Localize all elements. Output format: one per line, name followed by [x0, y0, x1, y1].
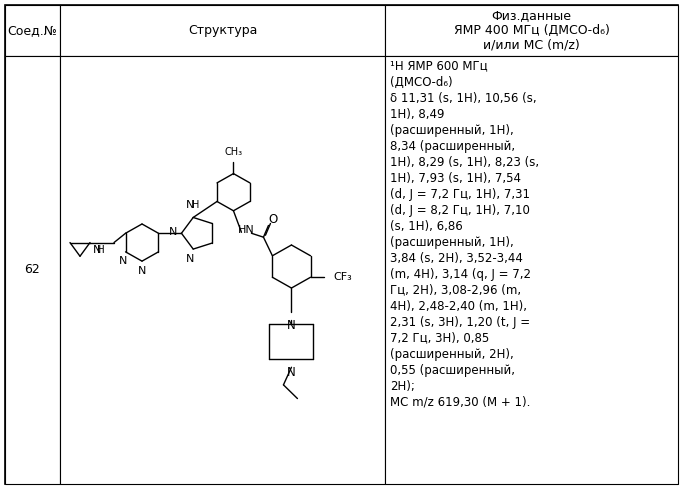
Text: 62: 62	[25, 264, 40, 276]
Bar	[5, 56, 60, 484]
Bar	[385, 56, 678, 484]
Bar	[385, 5, 678, 56]
Text: N: N	[169, 228, 178, 237]
Text: CH₃: CH₃	[225, 147, 242, 157]
Text: N: N	[93, 246, 101, 256]
Text: N: N	[287, 320, 296, 332]
Text: N: N	[120, 256, 128, 266]
Text: O: O	[269, 213, 278, 226]
Text: N: N	[186, 200, 195, 209]
Bar	[60, 5, 385, 56]
Text: HN: HN	[238, 226, 254, 235]
Text: N: N	[186, 254, 195, 264]
Text: N: N	[287, 366, 296, 380]
Text: H: H	[97, 246, 105, 256]
Text: Структура: Структура	[188, 24, 257, 37]
Bar	[60, 56, 385, 484]
Bar	[5, 5, 60, 56]
Text: CF₃: CF₃	[333, 272, 352, 282]
Text: H: H	[191, 200, 199, 209]
Text: Физ.данные
ЯМР 400 МГц (ДМСО-d₆)
и/или МС (m/z): Физ.данные ЯМР 400 МГц (ДМСО-d₆) и/или М…	[454, 9, 609, 52]
Text: ¹H ЯМР 600 МГц
(ДМСО-d₆)
δ 11,31 (s, 1H), 10,56 (s,
1H), 8,49
(расширенный, 1H),: ¹H ЯМР 600 МГц (ДМСО-d₆) δ 11,31 (s, 1H)…	[390, 60, 539, 408]
Text: N: N	[138, 266, 146, 276]
Text: Соед.№: Соед.№	[8, 24, 57, 37]
